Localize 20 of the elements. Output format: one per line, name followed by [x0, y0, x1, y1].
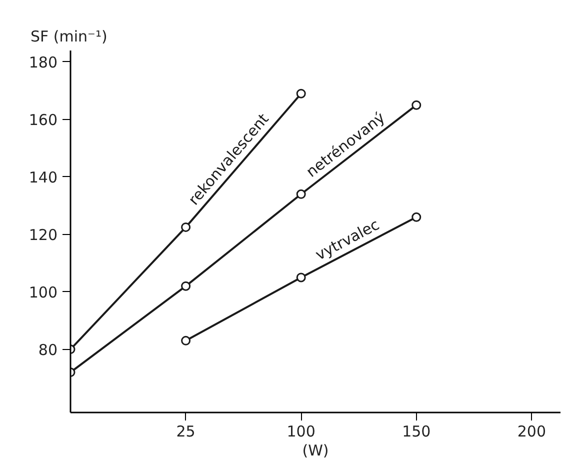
y-axis-title: SF (min⁻¹) — [30, 28, 108, 46]
point — [296, 189, 306, 199]
y-tick-label: 140 — [28, 168, 58, 186]
x-tick-label: 100 — [286, 422, 316, 440]
x-tick-label: 200 — [517, 422, 546, 440]
point — [181, 222, 191, 232]
point — [412, 100, 422, 110]
y-tick-label: 160 — [28, 110, 58, 129]
point — [181, 281, 191, 291]
point — [181, 336, 191, 346]
y-tick-label: 180 — [28, 53, 58, 72]
x-tick-label: 25 — [176, 422, 196, 440]
y-tick-label: 100 — [28, 283, 58, 302]
y-tick-label: 120 — [28, 226, 58, 244]
point — [412, 212, 422, 222]
y-tick-label: 80 — [38, 340, 58, 359]
x-axis-title: (W) — [302, 442, 329, 460]
x-tick-label: 150 — [402, 422, 431, 440]
point — [296, 272, 306, 282]
point — [296, 88, 306, 98]
